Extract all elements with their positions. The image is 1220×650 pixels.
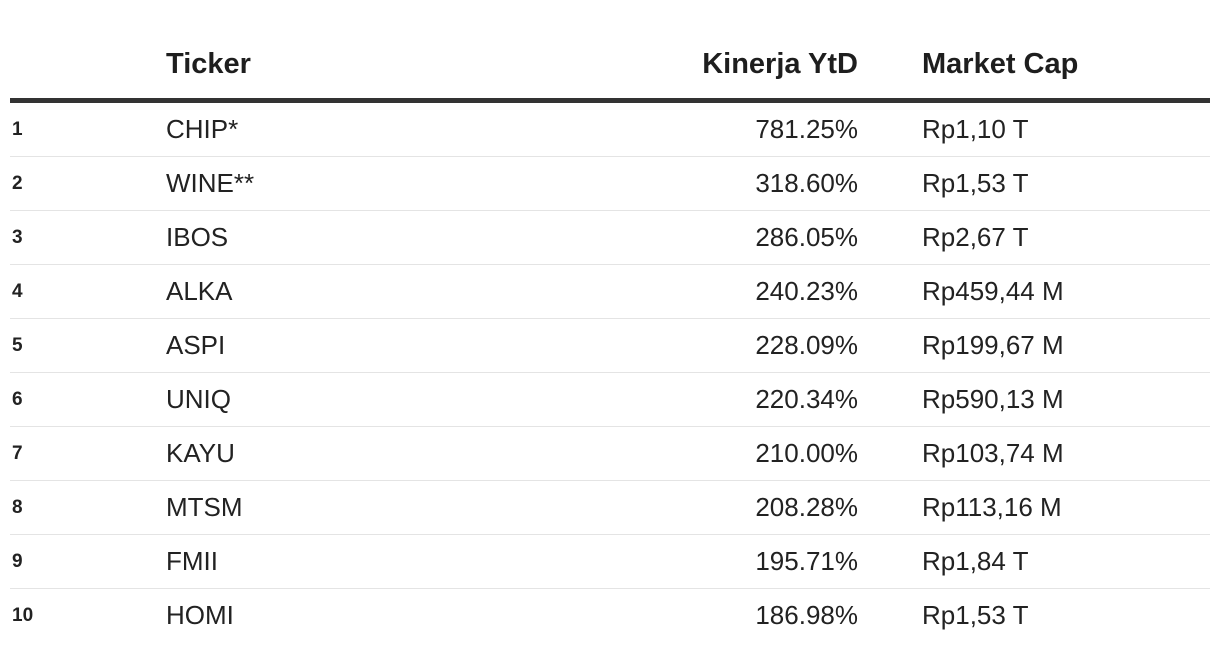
- ticker-cell: UNIQ: [166, 372, 566, 427]
- spacer-cell: [858, 318, 922, 373]
- spacer-cell: [858, 426, 922, 481]
- market-cap-cell: Rp459,44 M: [922, 264, 1210, 319]
- market-cap-cell: Rp1,53 T: [922, 600, 1029, 630]
- table-row: 4 ALKA 240.23% Rp459,44 M: [10, 264, 1210, 319]
- kinerja-ytd-cell: 781.25%: [566, 100, 858, 157]
- market-cap-cell: Rp113,16 M: [922, 480, 1210, 535]
- kinerja-ytd-cell: 220.34%: [566, 372, 858, 427]
- spacer-cell: [858, 589, 922, 643]
- ticker-cell: ALKA: [166, 264, 566, 319]
- kinerja-ytd-cell: 228.09%: [566, 318, 858, 373]
- rank-cell: 9: [10, 534, 166, 589]
- ticker-cell: KAYU: [166, 426, 566, 481]
- rank-cell: 2: [10, 156, 166, 211]
- ticker-cell: MTSM: [166, 480, 566, 535]
- ticker-cell: CHIP*: [166, 100, 566, 157]
- table-row: 9 FMII 195.71% Rp1,84 T: [10, 534, 1210, 589]
- kinerja-ytd-cell: 210.00%: [566, 426, 858, 481]
- market-cap-cell: Rp1,53 T: [922, 156, 1210, 211]
- rank-cell: 5: [10, 318, 166, 373]
- kinerja-ytd-cell: 195.71%: [566, 534, 858, 589]
- kinerja-ytd-cell: 240.23%: [566, 264, 858, 319]
- spacer-cell: [858, 534, 922, 589]
- spacer-cell: [858, 100, 922, 157]
- ticker-cell: WINE**: [166, 156, 566, 211]
- rank-cell: 7: [10, 426, 166, 481]
- ranking-table: Ticker Kinerja YtD Market Cap 1 CHIP* 781.…: [10, 30, 1210, 642]
- ticker-cell: ASPI: [166, 318, 566, 373]
- header-ticker: Ticker: [166, 30, 566, 103]
- table-row: 6 UNIQ 220.34% Rp590,13 M: [10, 372, 1210, 427]
- spacer-cell: [858, 264, 922, 319]
- market-cap-cell: Rp103,74 M: [922, 426, 1210, 481]
- header-rank: [10, 30, 166, 103]
- header-kinerja-ytd: Kinerja YtD: [566, 30, 858, 103]
- header-row: Ticker Kinerja YtD Market Cap: [10, 30, 1210, 103]
- rank-cell: 10: [12, 604, 34, 626]
- spacer-cell: [858, 372, 922, 427]
- table-row: 7 KAYU 210.00% Rp103,74 M: [10, 426, 1210, 481]
- ticker-cell: HOMI: [166, 600, 234, 630]
- kinerja-ytd-cell: 208.28%: [566, 480, 858, 535]
- table-body: 1 CHIP* 781.25% Rp1,10 T 2 WINE** 318.60% Rp1,5…: [10, 100, 1210, 643]
- table-row: 3 IBOS 286.05% Rp2,67 T: [10, 210, 1210, 265]
- table-header: Ticker Kinerja YtD Market Cap: [10, 30, 1210, 103]
- table-row: 5 ASPI 228.09% Rp199,67 M: [10, 318, 1210, 373]
- market-cap-cell: Rp590,13 M: [922, 372, 1210, 427]
- kinerja-ytd-cell: 186.98%: [755, 600, 858, 630]
- rank-cell: 1: [10, 100, 166, 157]
- kinerja-ytd-cell: 318.60%: [566, 156, 858, 211]
- market-cap-cell: Rp1,84 T: [922, 534, 1210, 589]
- ranking-table-container: Ticker Kinerja YtD Market Cap 1 CHIP* 781.…: [10, 30, 1210, 642]
- rank-cell: 4: [10, 264, 166, 319]
- ticker-cell: IBOS: [166, 210, 566, 265]
- spacer-cell: [858, 480, 922, 535]
- table-row: 2 WINE** 318.60% Rp1,53 T: [10, 156, 1210, 211]
- table-row: 10 HOMI 186.98% Rp1,53 T: [10, 589, 1210, 643]
- market-cap-cell: Rp2,67 T: [922, 210, 1210, 265]
- market-cap-cell: Rp199,67 M: [922, 318, 1210, 373]
- rank-cell: 6: [10, 372, 166, 427]
- market-cap-cell: Rp1,10 T: [922, 100, 1210, 157]
- ticker-cell: FMII: [166, 534, 566, 589]
- spacer-cell: [858, 156, 922, 211]
- rank-cell: 8: [10, 480, 166, 535]
- header-market-cap: Market Cap: [922, 30, 1210, 103]
- spacer-cell: [858, 210, 922, 265]
- table-row: 8 MTSM 208.28% Rp113,16 M: [10, 480, 1210, 535]
- kinerja-ytd-cell: 286.05%: [566, 210, 858, 265]
- rank-cell: 3: [10, 210, 166, 265]
- header-spacer: [858, 30, 922, 103]
- table-row: 1 CHIP* 781.25% Rp1,10 T: [10, 100, 1210, 157]
